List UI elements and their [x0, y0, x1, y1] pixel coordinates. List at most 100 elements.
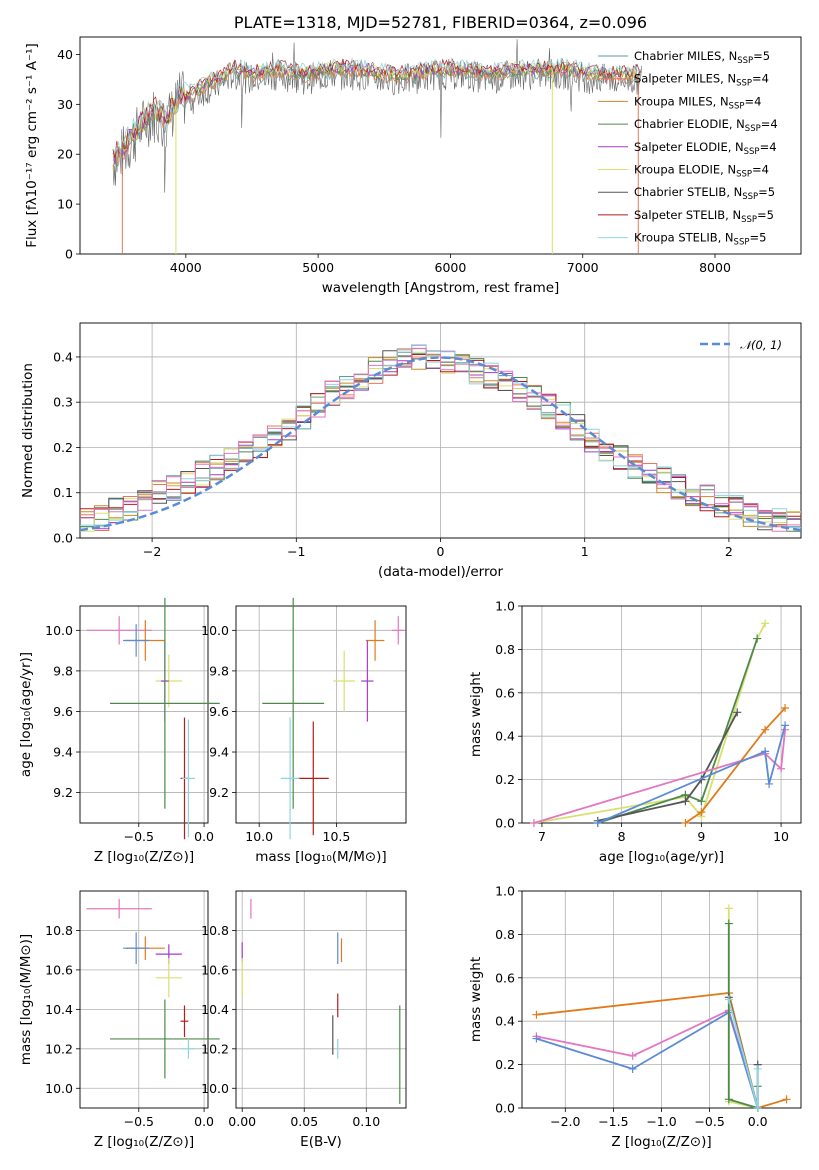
histogram-pink: [80, 347, 801, 532]
legend-label: Salpeter ELODIE, N: [634, 140, 744, 154]
legend-entry: Kroupa ELODIE, NSSP=4: [634, 163, 769, 180]
weight-line-blue: [597, 725, 786, 824]
errorbar-point: [392, 616, 405, 645]
y-tick-label: 10.4: [201, 1002, 229, 1017]
axes-frame: [79, 605, 209, 824]
y-tick-label: 0.0: [495, 1101, 515, 1116]
axes-frame: [79, 322, 802, 539]
errorbar-point: [155, 958, 182, 998]
errorbar-point: [180, 1005, 189, 1037]
y-tick-label: 30: [57, 97, 73, 112]
axes-frame: [235, 890, 407, 1109]
axes-frame: [79, 890, 209, 1109]
weight-marker: [593, 819, 602, 827]
legend-sub: SSP: [745, 124, 761, 134]
legend-tail: =5: [758, 185, 775, 199]
weight-marker: [724, 919, 733, 928]
x-axis-label: age [log₁₀(age/yr)]: [599, 849, 724, 865]
weight-marker: [761, 619, 770, 628]
y-tick-label: 10: [57, 197, 73, 212]
errorbar-point: [280, 717, 300, 840]
y-tick-label: 10.0: [201, 1081, 229, 1096]
y-tick-label: 9.4: [209, 745, 229, 760]
weight-marker: [781, 721, 790, 730]
weight-line-pink: [533, 729, 786, 824]
x-tick-label: 0.0: [748, 1114, 768, 1129]
y-tick-label: 20: [57, 147, 73, 162]
x-tick-label: 10: [773, 829, 789, 844]
x-tick-label: 2: [725, 544, 733, 559]
weight-marker: [724, 995, 733, 1004]
errorbar-point: [123, 932, 150, 964]
weight-line-c_elodie: [597, 638, 759, 824]
axes-frame: [521, 605, 802, 824]
legend-sub: SSP: [729, 101, 745, 111]
y-tick-label: 9.4: [53, 745, 73, 760]
x-tick-label: 9: [697, 829, 705, 844]
x-tick-label: 8000: [699, 260, 731, 275]
legend-label: Salpeter STELIB, N: [634, 208, 741, 222]
x-tick-label: 0.05: [290, 1114, 318, 1129]
legend-tail: =4: [752, 163, 769, 177]
y-axis-label: age [log₁₀(age/yr)]: [18, 652, 34, 777]
legend-sub: SSP: [737, 56, 753, 66]
y-tick-label: 10.8: [45, 923, 73, 938]
weight-marker: [681, 797, 690, 806]
errorbar-point: [333, 650, 355, 712]
errorbar-point: [262, 597, 325, 809]
x-tick-label: 0.10: [352, 1114, 380, 1129]
x-axis-label: Z [log₁₀(Z/Z⊙)]: [611, 1134, 711, 1150]
weight-marker: [529, 819, 538, 827]
errorbar-point: [297, 721, 329, 836]
y-tick-label: 0.6: [495, 970, 515, 985]
legend-label: Chabrier STELIB, N: [634, 185, 742, 199]
x-tick-label: −1.0: [646, 1114, 676, 1129]
x-axis-label: Z [log₁₀(Z/Z⊙)]: [94, 1134, 194, 1150]
y-tick-label: 0.2: [495, 772, 515, 787]
errorbar-point: [86, 898, 152, 919]
weight-marker: [761, 725, 770, 734]
legend-tail: =4: [744, 94, 761, 108]
y-tick-label: 10.0: [45, 623, 73, 638]
y-tick-label: 1.0: [495, 884, 515, 899]
errorbar-point: [361, 640, 374, 722]
weight-marker: [697, 797, 706, 806]
x-tick-label: 6000: [435, 260, 467, 275]
y-tick-label: 0.8: [495, 927, 515, 942]
errorbar-point: [123, 624, 150, 657]
weight-line-c_stelib: [597, 711, 738, 822]
weight-marker: [724, 904, 733, 913]
y-tick-label: 10.2: [45, 1041, 73, 1056]
spectrum-lines: [112, 39, 642, 254]
y-tick-label: 0.1: [53, 485, 73, 500]
x-tick-label: 0.00: [228, 1114, 256, 1129]
y-axis-label: Normed distribution: [20, 363, 36, 498]
weight-marker: [753, 634, 762, 643]
y-tick-label: 0: [65, 247, 73, 262]
errorbar-point: [181, 719, 195, 838]
y-tick-label: 0.4: [53, 349, 73, 364]
legend-sub: SSP: [736, 170, 752, 180]
histograms: [80, 344, 801, 532]
legend-tail: =4: [752, 72, 769, 86]
y-tick-label: 0.6: [495, 685, 515, 700]
y-tick-label: 9.6: [53, 704, 73, 719]
legend-entry: Chabrier STELIB, NSSP=5: [634, 185, 775, 202]
legend-sub: SSP: [744, 147, 760, 157]
x-tick-label: −2.0: [550, 1114, 580, 1129]
y-tick-label: 10.2: [201, 1041, 229, 1056]
legend-entry: Kroupa STELIB, NSSP=5: [634, 231, 766, 248]
spectrum-line-c_stelib: [112, 39, 642, 193]
x-tick-label: −0.5: [694, 1114, 724, 1129]
axes-frame: [521, 890, 802, 1109]
y-tick-label: 10.0: [201, 623, 229, 638]
weight-marker: [532, 1034, 541, 1043]
legend-label: Kroupa STELIB, N: [634, 231, 734, 245]
legend-entry: Salpeter STELIB, NSSP=5: [634, 208, 774, 225]
errorbar-point: [110, 597, 220, 809]
weight-marker: [681, 819, 690, 827]
y-tick-label: 9.8: [209, 663, 229, 678]
y-axis-label: mass weight: [468, 957, 484, 1042]
axes-frame: [235, 605, 407, 824]
